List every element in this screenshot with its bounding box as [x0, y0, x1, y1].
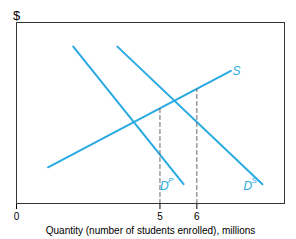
- svg-text:P: P: [168, 176, 174, 185]
- svg-text:$: $: [13, 8, 21, 23]
- svg-text:5: 5: [157, 211, 163, 222]
- svg-text:D: D: [160, 179, 169, 194]
- svg-text:D: D: [243, 179, 253, 194]
- svg-text:Quantity (number of students e: Quantity (number of students enrolled), …: [46, 225, 256, 236]
- svg-text:0: 0: [14, 211, 20, 222]
- svg-text:S: S: [252, 176, 258, 185]
- svg-text:S: S: [232, 64, 240, 78]
- svg-text:6: 6: [194, 211, 200, 222]
